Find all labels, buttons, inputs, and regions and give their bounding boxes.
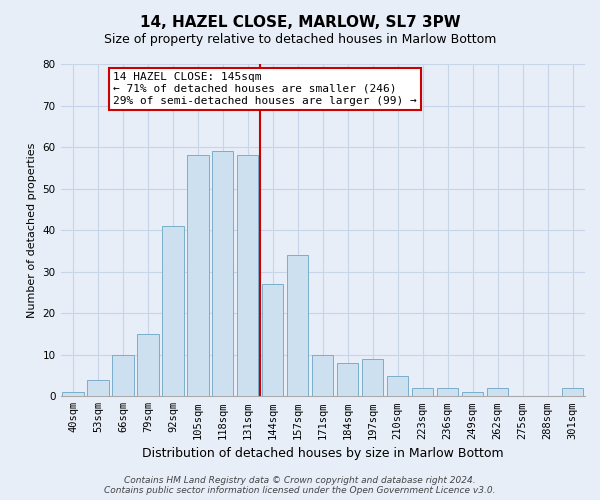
Text: 14 HAZEL CLOSE: 145sqm
← 71% of detached houses are smaller (246)
29% of semi-de: 14 HAZEL CLOSE: 145sqm ← 71% of detached…: [113, 72, 417, 106]
Bar: [562, 388, 583, 396]
Bar: [287, 255, 308, 396]
Text: Size of property relative to detached houses in Marlow Bottom: Size of property relative to detached ho…: [104, 32, 496, 46]
Bar: [137, 334, 158, 396]
Bar: [212, 151, 233, 396]
Bar: [237, 156, 259, 396]
Bar: [412, 388, 433, 396]
Bar: [437, 388, 458, 396]
X-axis label: Distribution of detached houses by size in Marlow Bottom: Distribution of detached houses by size …: [142, 447, 503, 460]
Bar: [337, 363, 358, 396]
Bar: [362, 359, 383, 397]
Bar: [112, 355, 134, 397]
Bar: [262, 284, 283, 397]
Bar: [163, 226, 184, 396]
Bar: [312, 355, 334, 397]
Text: 14, HAZEL CLOSE, MARLOW, SL7 3PW: 14, HAZEL CLOSE, MARLOW, SL7 3PW: [140, 15, 460, 30]
Y-axis label: Number of detached properties: Number of detached properties: [27, 142, 37, 318]
Bar: [62, 392, 83, 396]
Text: Contains HM Land Registry data © Crown copyright and database right 2024.
Contai: Contains HM Land Registry data © Crown c…: [104, 476, 496, 495]
Bar: [487, 388, 508, 396]
Bar: [387, 376, 409, 396]
Bar: [462, 392, 483, 396]
Bar: [187, 156, 209, 396]
Bar: [88, 380, 109, 396]
